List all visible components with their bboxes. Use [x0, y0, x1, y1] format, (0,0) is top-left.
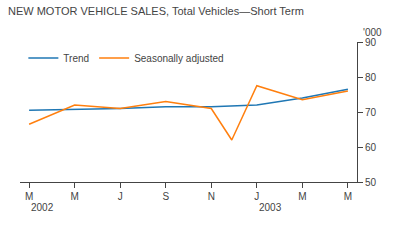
svg-text:'000: '000	[363, 27, 382, 38]
svg-text:80: 80	[365, 72, 377, 83]
svg-text:M: M	[70, 191, 78, 202]
svg-text:J: J	[254, 191, 259, 202]
svg-text:J: J	[118, 191, 123, 202]
svg-text:2002: 2002	[31, 202, 54, 213]
svg-text:N: N	[208, 191, 215, 202]
svg-text:70: 70	[365, 107, 377, 118]
svg-text:M: M	[298, 191, 306, 202]
svg-text:Seasonally adjusted: Seasonally adjusted	[134, 53, 224, 64]
svg-text:50: 50	[365, 177, 377, 188]
svg-text:M: M	[25, 191, 33, 202]
svg-text:Trend: Trend	[63, 53, 89, 64]
svg-text:M: M	[344, 191, 352, 202]
svg-text:60: 60	[365, 142, 377, 153]
svg-text:2003: 2003	[259, 202, 282, 213]
svg-text:S: S	[162, 191, 169, 202]
svg-text:90: 90	[365, 37, 377, 48]
svg-text:NEW MOTOR VEHICLE SALES, Total: NEW MOTOR VEHICLE SALES, Total Vehicles—…	[8, 5, 304, 17]
